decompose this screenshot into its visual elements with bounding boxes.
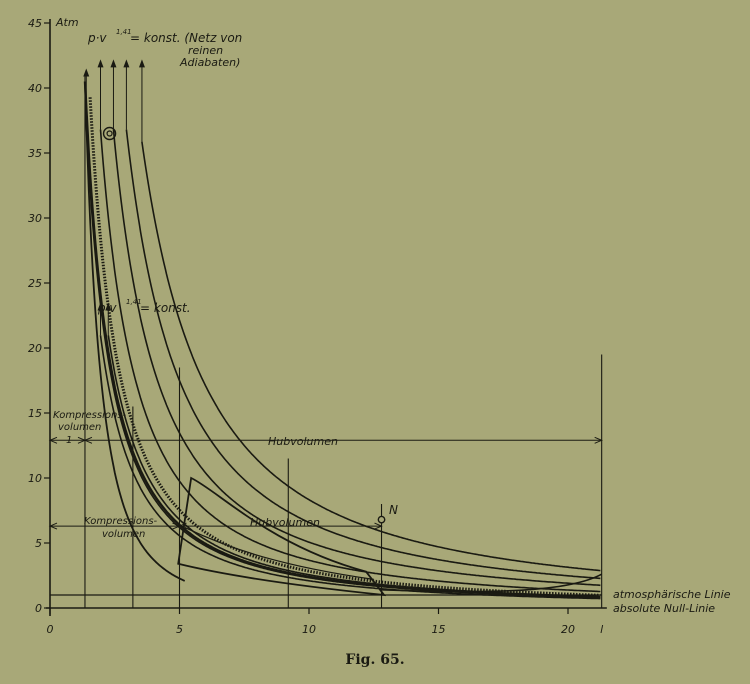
hubvolumen-top-dimension-arrow-right [594, 436, 603, 444]
kompression-top-1: Kompressions- [53, 410, 127, 421]
y-tick-label: 30 [28, 212, 42, 225]
marked-point-inner [106, 130, 113, 137]
adiabat-mid-exponent: 1,41 [126, 298, 142, 306]
x-tick-label: 10 [302, 623, 316, 636]
marked-point-outer [102, 126, 117, 141]
y-tick-label: 0 [35, 602, 42, 615]
adiabat-curve [107, 335, 601, 598]
y-axis-label: Atm [55, 16, 79, 29]
adiabat-top-line2: reinen [188, 44, 223, 57]
adiabat-arrowhead [110, 59, 117, 68]
adiabat-mid-rest: = konst. [140, 301, 191, 315]
adiabat-curve [99, 129, 601, 593]
hubvolumen-top-dimension-arrow-left [83, 436, 93, 444]
point-n-label: N [389, 503, 398, 517]
null-line-label: absolute Null-Linie [613, 602, 715, 615]
y-tick-label: 25 [28, 277, 42, 290]
kompression-top-val: 1 [66, 435, 72, 446]
adiabat-top-exponent: 1,41 [116, 28, 132, 36]
adiabat-arrowhead [83, 68, 90, 77]
hubvolumen-top: Hubvolumen [268, 435, 338, 448]
adiabat-curve [112, 129, 601, 587]
adiabat-arrowhead [97, 59, 104, 68]
adiabat-top-formula: p·v [87, 31, 107, 45]
indicator-inner-line [184, 526, 374, 580]
adiabat-curve [99, 335, 601, 600]
x-tick-label: 20 [561, 623, 575, 636]
kompression-mid-1: Kompressions- [84, 516, 158, 527]
kompression-top-2: volumen [58, 422, 101, 433]
indicator-diagram-loop [177, 476, 387, 597]
kompression-mid-2: volumen [102, 529, 145, 540]
adiabat-arrowhead [138, 59, 145, 68]
adiabat-curve [125, 129, 601, 580]
y-tick-label: 20 [28, 342, 42, 355]
x-unit-label: l [600, 623, 603, 636]
y-tick-label: 15 [28, 407, 42, 420]
y-tick-label: 40 [28, 82, 42, 95]
hubvolumen-mid-dimension-arrow-right [374, 522, 383, 530]
y-tick-label: 10 [28, 472, 42, 485]
y-tick-label: 35 [28, 147, 42, 160]
point-n-marker [377, 515, 386, 524]
y-tick-label: 5 [35, 537, 42, 550]
outer-expansion-curve [83, 81, 601, 599]
hubvolumen-mid-dimension-arrow-left [178, 522, 187, 530]
x-tick-label: 15 [432, 623, 446, 636]
adiabat-top-line3: Adiabaten) [179, 56, 240, 69]
x-tick-label: 5 [176, 623, 183, 636]
x-tick-label: 0 [47, 623, 54, 636]
adiabat-top-rest: = konst. (Netz von [130, 31, 242, 45]
tail-curve [381, 573, 603, 593]
adiabat-mid-formula: p·v [97, 301, 117, 315]
y-tick-label: 45 [28, 17, 42, 30]
compression-curve [84, 81, 186, 582]
figure-caption: Fig. 65. [345, 652, 404, 668]
adiabat-arrowhead [123, 59, 130, 68]
hubvolumen-mid: Hubvolumen [250, 516, 320, 529]
adiabat-curve [141, 141, 601, 572]
atmos-line-label: atmosphärische Linie [613, 588, 731, 601]
